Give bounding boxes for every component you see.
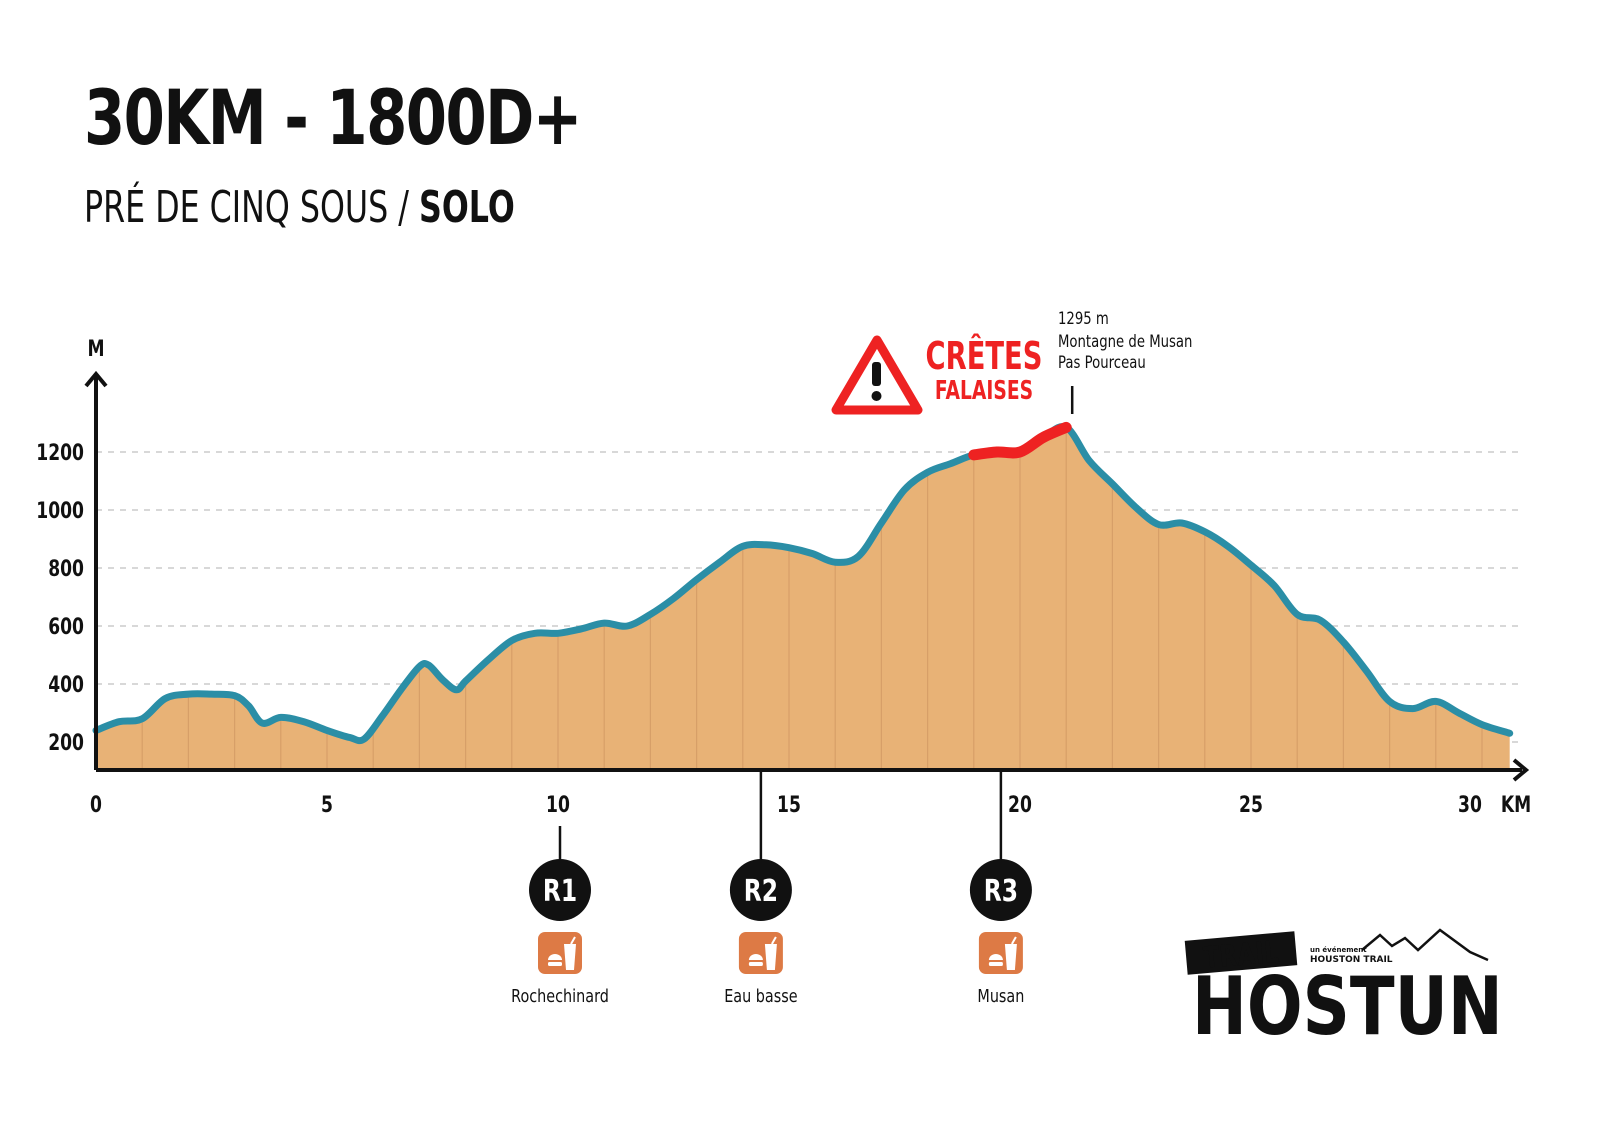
straw-icon xyxy=(1011,936,1017,945)
cup-icon xyxy=(764,944,777,970)
logo-word-hostun: HOSTUN xyxy=(1192,961,1503,1054)
station-name: Rochechinard xyxy=(511,985,609,1006)
x-axis-label: KM xyxy=(1501,792,1531,818)
peak-place-label-2: Pas Pourceau xyxy=(1058,352,1146,372)
logo-trail-box xyxy=(1184,931,1298,975)
page-subtitle: PRÉ DE CINQ SOUS / SOLO xyxy=(84,186,515,230)
station-badge xyxy=(529,859,591,921)
station-code: R3 xyxy=(984,874,1018,909)
tick-labels: 200 400 600 800 1000 1200 0 5 10 15 20 25 30 KM M xyxy=(36,336,1531,818)
x-tick-label: 5 xyxy=(321,792,333,818)
station-badge xyxy=(969,859,1032,921)
x-tick-label: 30 xyxy=(1458,792,1482,818)
cup-icon xyxy=(564,944,576,970)
station-name: Eau basse xyxy=(724,985,797,1006)
x-tick-label: 15 xyxy=(777,792,801,818)
y-axis-label: M xyxy=(87,336,104,362)
aid-stations: R1 Rochechinard R2 Eau basse R3 Musan xyxy=(511,770,1032,1006)
y-tick-label: 200 xyxy=(48,730,84,756)
station-code: R2 xyxy=(744,874,778,909)
x-tick-label: 25 xyxy=(1239,792,1263,818)
straw-icon xyxy=(771,936,777,945)
station-name: Musan xyxy=(977,985,1024,1006)
cup-icon xyxy=(1004,944,1017,970)
y-tick-label: 600 xyxy=(48,614,84,640)
y-axis-arrow xyxy=(84,370,108,388)
page-title: 30KM - 1800D+ xyxy=(84,73,582,162)
y-tick-label: 1200 xyxy=(36,440,84,466)
aid-station-r2: R2 Eau basse xyxy=(724,770,798,1006)
burger-icon xyxy=(988,954,1003,960)
axes xyxy=(84,370,1530,782)
peak-elevation-label: 1295 m xyxy=(1058,308,1109,328)
hazard-label-2: FALAISES xyxy=(935,376,1033,406)
y-tick-label: 1000 xyxy=(36,498,84,524)
logo-word-trail: TRAIL xyxy=(1202,935,1280,976)
burger-icon-base xyxy=(548,962,562,966)
elevation-line xyxy=(92,423,1514,745)
logo-small-1: un événement xyxy=(1310,946,1367,954)
logo-small-2: HOUSTON TRAIL xyxy=(1310,955,1393,965)
y-tick-label: 400 xyxy=(48,672,84,698)
station-code: R1 xyxy=(543,874,577,909)
aid-station-r3: R3 Musan xyxy=(969,770,1032,1006)
elevation-area xyxy=(96,426,1510,770)
y-tick-label: 800 xyxy=(48,556,84,582)
burger-icon-base xyxy=(748,962,763,966)
station-badge xyxy=(729,859,792,921)
subtitle-location: PRÉ DE CINQ SOUS / xyxy=(84,182,420,233)
warning-icon-dot xyxy=(871,391,882,401)
hazard-segment xyxy=(968,421,1072,461)
aid-station-r1: R1 Rochechinard xyxy=(511,826,609,1006)
straw-icon xyxy=(570,936,576,945)
x-tick-label: 10 xyxy=(546,792,570,818)
peak-place-label-1: Montagne de Musan xyxy=(1058,331,1192,351)
subtitle-category: SOLO xyxy=(419,182,515,233)
warning-icon-bar xyxy=(872,362,881,386)
burger-icon xyxy=(548,954,562,960)
hazard-label-1: CRÊTES xyxy=(926,332,1043,378)
x-tick-label: 0 xyxy=(90,792,102,818)
burger-icon-base xyxy=(988,962,1003,966)
x-tick-label: 20 xyxy=(1008,792,1032,818)
mountain-icon xyxy=(1361,928,1489,962)
burger-icon xyxy=(748,954,763,960)
x-axis-arrow xyxy=(1512,758,1530,782)
